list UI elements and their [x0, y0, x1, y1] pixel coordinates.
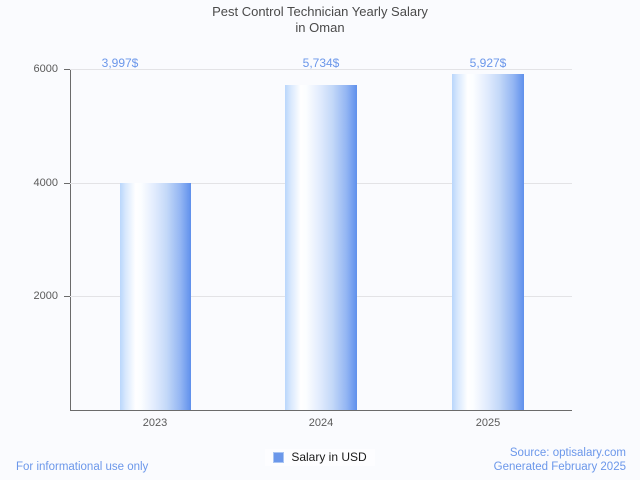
data-label-2024: 5,734$	[302, 56, 340, 70]
x-tick-label-2025: 2025	[475, 417, 501, 429]
footer-source: Source: optisalary.com	[509, 447, 626, 459]
y-tick-label-2000: 2000	[33, 290, 58, 302]
legend-item-label: Salary in USD	[291, 450, 367, 464]
bar-2025[interactable]	[452, 74, 524, 410]
y-tick-label-4000: 4000	[33, 177, 58, 189]
y-axis-line	[70, 69, 71, 411]
x-tick-label-2023: 2023	[142, 417, 168, 429]
y-tick-mark-2000	[64, 296, 70, 297]
footer-generated-date: Generated February 2025	[493, 461, 626, 473]
bar-2023[interactable]	[120, 183, 191, 410]
legend-swatch-icon	[273, 452, 285, 463]
y-tick-label-6000: 6000	[33, 63, 58, 75]
gridline-6000	[70, 69, 572, 70]
footer-source-block: Source: optisalary.com Generated Februar…	[494, 446, 626, 474]
bar-2024[interactable]	[285, 85, 357, 410]
x-tick-label-2024: 2024	[308, 417, 334, 429]
chart-legend: Salary in USD	[0, 449, 640, 466]
chart-title: Pest Control Technician Yearly Salary in…	[212, 4, 428, 35]
x-axis-line	[70, 410, 572, 411]
data-label-2023: 3,997$	[101, 56, 139, 70]
footer-disclaimer: For informational use only	[16, 461, 149, 473]
data-label-2025: 5,927$	[469, 56, 507, 70]
plot-area	[70, 69, 572, 410]
y-tick-mark-4000	[64, 183, 70, 184]
y-tick-mark-6000	[64, 69, 70, 70]
legend-item-salary-in-usd[interactable]: Salary in USD	[265, 449, 375, 466]
